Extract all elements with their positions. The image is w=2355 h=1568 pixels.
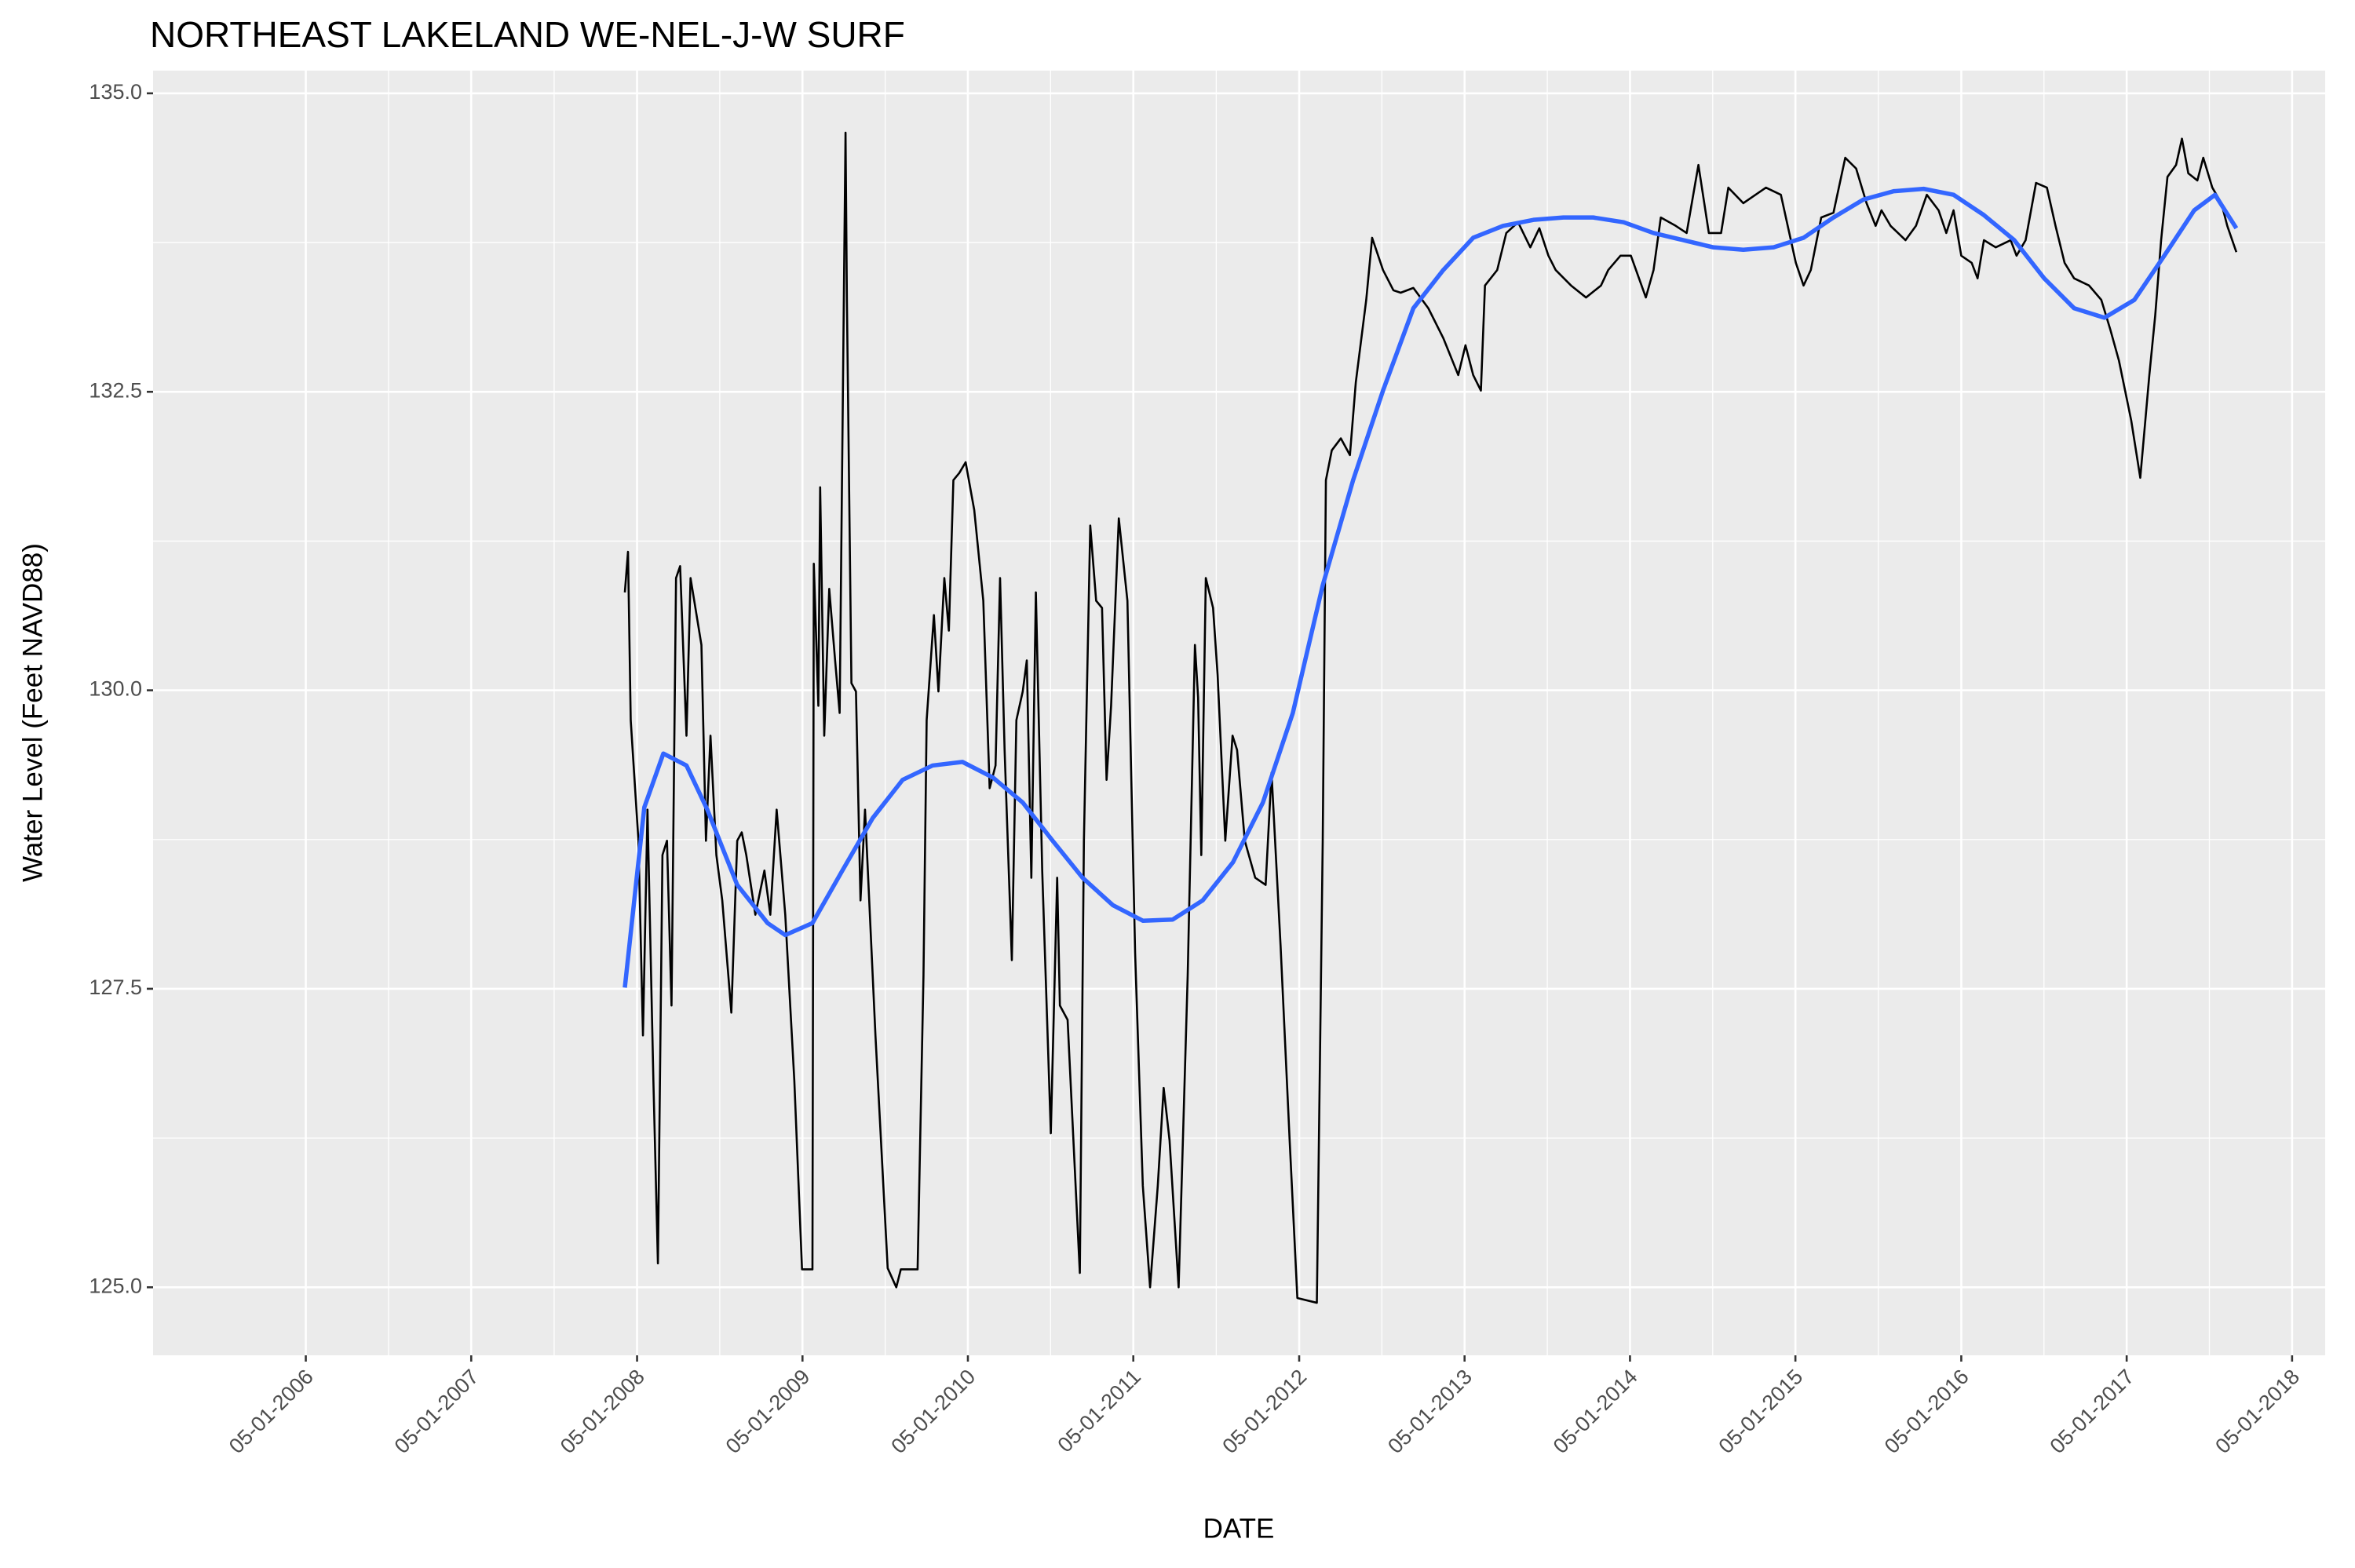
- y-tick-label: 125.0: [89, 1274, 142, 1297]
- y-tick-label: 135.0: [89, 80, 142, 104]
- x-tick-label: 05-01-2008: [556, 1365, 649, 1458]
- x-tick-label: 05-01-2018: [2211, 1365, 2304, 1458]
- series-line: [623, 131, 2238, 1304]
- x-tick-label: 05-01-2009: [721, 1365, 815, 1458]
- y-tick-label: 130.0: [89, 677, 142, 701]
- x-tick-label: 05-01-2010: [886, 1365, 980, 1458]
- series-line: [623, 186, 2239, 988]
- x-tick-label: 05-01-2017: [2046, 1365, 2139, 1458]
- x-tick-label: 05-01-2011: [1053, 1365, 1145, 1457]
- x-tick-label: 05-01-2014: [1549, 1365, 1642, 1458]
- y-tick-label: 132.5: [89, 378, 142, 402]
- x-tick-label: 05-01-2007: [390, 1365, 484, 1458]
- panel: [153, 71, 2325, 1355]
- x-tick-label: 05-01-2016: [1880, 1365, 1973, 1458]
- x-axis-title: DATE: [1203, 1513, 1275, 1544]
- x-tick-label: 05-01-2012: [1218, 1365, 1311, 1458]
- y-tick-label: 127.5: [89, 975, 142, 999]
- x-tick-label: 05-01-2013: [1383, 1365, 1477, 1458]
- x-tick-label: 05-01-2006: [225, 1365, 318, 1458]
- chart-title: NORTHEAST LAKELAND WE-NEL-J-W SURF: [150, 14, 905, 55]
- x-tick-label: 05-01-2015: [1714, 1365, 1808, 1458]
- y-axis-title: Water Level (Feet NAVD88): [17, 543, 48, 882]
